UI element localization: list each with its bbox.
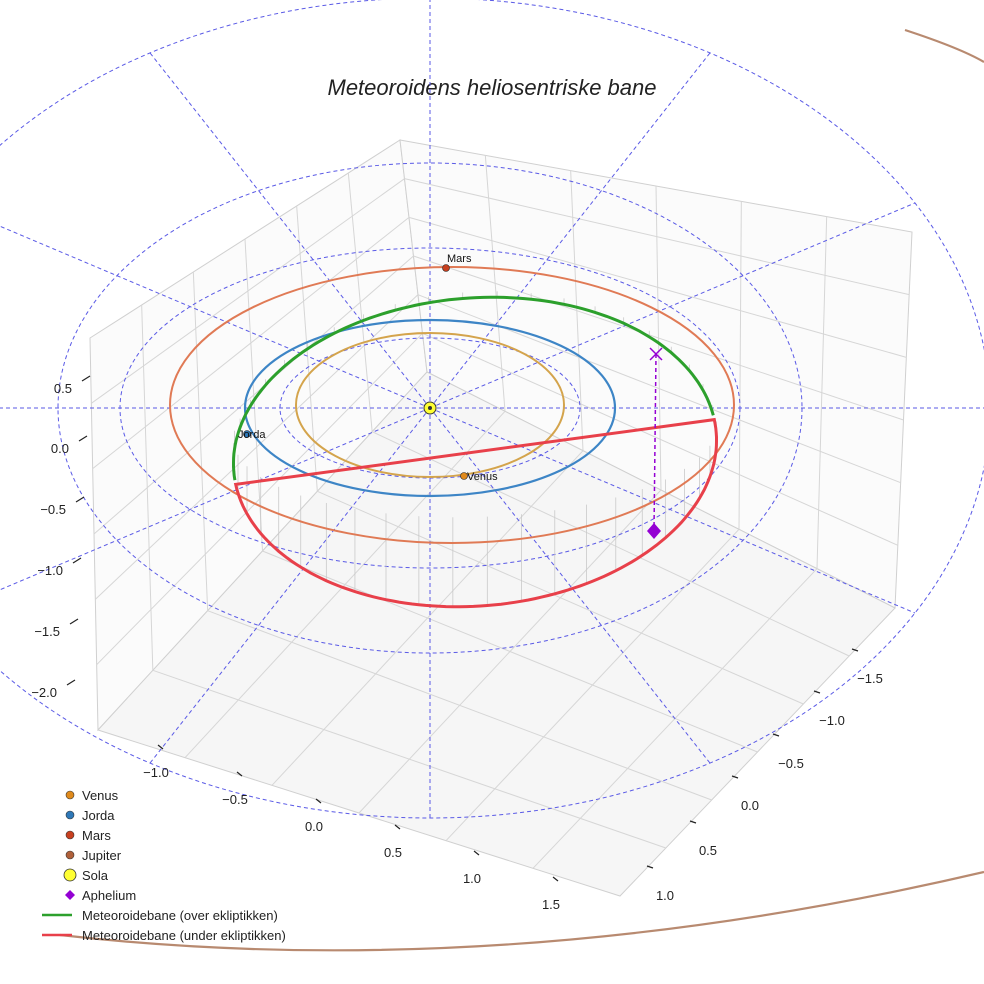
x-tick-label: 1.0 — [463, 871, 481, 886]
legend-entry: Aphelium — [65, 888, 136, 903]
ecliptic-reference-circles — [0, 0, 984, 819]
legend-label: Aphelium — [82, 888, 136, 903]
legend-entry: Venus — [65, 788, 119, 803]
x-tick-label: 0.5 — [384, 845, 402, 860]
y-tick-label: −1.0 — [819, 713, 845, 728]
x-tick — [394, 824, 401, 830]
mars-orbit — [169, 266, 735, 544]
bodies: Venus Jorda Mars — [238, 253, 661, 539]
x-tick-label: 0.0 — [305, 819, 323, 834]
x-tick — [236, 771, 243, 777]
legend-entry: Jupiter — [65, 848, 122, 863]
z-tick — [72, 557, 82, 564]
legend-label: Jorda — [82, 808, 115, 823]
y-tick — [689, 820, 697, 824]
x-tick-label: 1.5 — [542, 897, 560, 912]
legend: Venus Jorda Mars Jupiter Sola Aphelium Meteoro… — [42, 788, 286, 943]
x-tick — [552, 876, 559, 882]
legend-label: Venus — [82, 788, 119, 803]
meteoroid-orbit-below — [233, 417, 718, 609]
legend-label: Meteoroidebane (under ekliptikken) — [82, 928, 286, 943]
y-tick-label: −1.5 — [857, 671, 883, 686]
grid-line — [422, 332, 899, 546]
y-tick-label: 1.0 — [656, 888, 674, 903]
y-tick-label: −0.5 — [778, 756, 804, 771]
z-tick — [69, 618, 79, 625]
legend-label: Meteoroidebane (over ekliptikken) — [82, 908, 278, 923]
venus-label: Venus — [467, 471, 498, 483]
z-tick — [81, 375, 91, 382]
jorda-orbit — [243, 318, 617, 498]
aphelium-projection-line — [653, 353, 657, 531]
reference-radial — [149, 407, 431, 764]
sun-center — [428, 406, 432, 410]
x-tick-label: −1.0 — [143, 765, 169, 780]
y-tick-label: 0.0 — [741, 798, 759, 813]
z-tick — [66, 679, 76, 686]
venus-orbit — [295, 332, 565, 478]
meteoroid-orbit — [232, 295, 718, 609]
legend-label: Sola — [82, 868, 109, 883]
legend-label: Jupiter — [82, 848, 122, 863]
reference-radial — [429, 202, 916, 409]
legend-marker — [65, 890, 75, 900]
legend-label: Mars — [82, 828, 111, 843]
reference-radial — [0, 407, 431, 591]
x-tick — [157, 744, 164, 750]
aphelium-marker — [647, 523, 661, 539]
jupiter-orbit-top — [904, 28, 984, 63]
jupiter-orbit-bottom — [59, 870, 984, 952]
z-tick-label: 0.5 — [54, 381, 72, 396]
y-tick — [731, 775, 739, 779]
legend-marker — [65, 810, 75, 820]
legend-entry: Jorda — [65, 808, 115, 823]
grid-line — [96, 332, 423, 666]
z-tick-label: −2.0 — [31, 685, 57, 700]
y-tick — [851, 648, 859, 652]
venus-marker — [460, 472, 468, 480]
legend-entry: Meteoroidebane (under ekliptikken) — [42, 928, 286, 943]
legend-entry: Sola — [63, 868, 109, 883]
y-tick-label: 0.5 — [699, 843, 717, 858]
planet-orbits — [59, 28, 984, 952]
reference-radial — [429, 52, 711, 409]
chart-title: Meteoroidens heliosentriske bane — [328, 75, 657, 100]
x-tick-label: −0.5 — [222, 792, 248, 807]
mars-label: Mars — [447, 253, 472, 265]
x-tick — [473, 850, 480, 856]
axis-ticks: −1.0 −0.5 0.0 0.5 1.0 1.5 −1.5 −1.0 −0.5 0.0 0.5 1.… — [31, 375, 883, 912]
y-tick — [646, 865, 654, 869]
y-tick — [813, 690, 821, 694]
reference-radial — [429, 407, 711, 764]
legend-entry: Meteoroidebane (over ekliptikken) — [42, 908, 278, 923]
reference-radial — [0, 225, 431, 409]
meteoroid-orbit-above — [232, 295, 715, 481]
aphelium-projection-marker — [649, 347, 663, 361]
axis-grid — [89, 139, 913, 897]
y-tick — [772, 733, 780, 737]
z-tick-label: −1.0 — [37, 563, 63, 578]
z-tick — [78, 435, 88, 442]
legend-marker — [65, 830, 75, 840]
legend-marker — [65, 790, 75, 800]
legend-marker — [65, 850, 75, 860]
mars-marker — [442, 264, 450, 272]
z-tick-label: −1.5 — [34, 624, 60, 639]
z-tick-label: 0.0 — [51, 441, 69, 456]
reference-radial — [429, 407, 916, 614]
jorda-marker — [243, 430, 251, 438]
z-tick — [75, 496, 85, 503]
z-tick-label: −0.5 — [40, 502, 66, 517]
jorda-label: Jorda — [238, 429, 266, 441]
legend-entry: Mars — [65, 828, 111, 843]
reference-radial — [149, 52, 431, 409]
x-tick — [315, 798, 322, 804]
legend-marker — [63, 868, 77, 882]
